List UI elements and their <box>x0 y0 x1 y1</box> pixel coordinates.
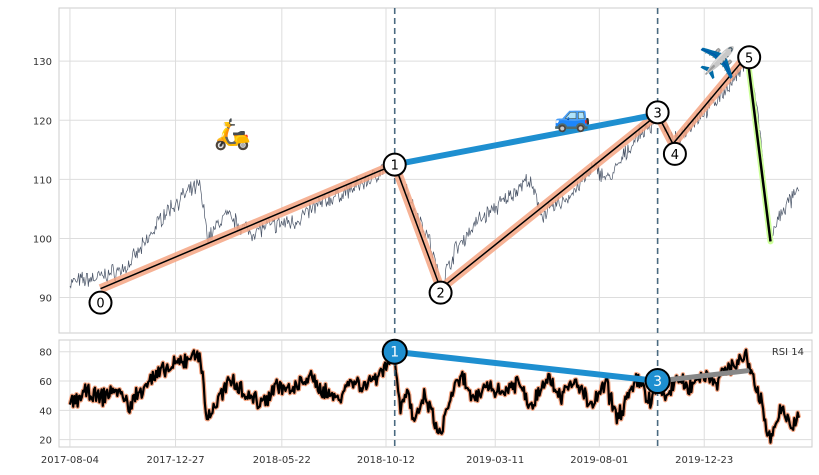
x-tick-label: 2019-08-01 <box>570 455 628 466</box>
price-y-tick: 110 <box>33 175 52 186</box>
rsi-y-tick: 20 <box>39 436 52 447</box>
rsi-marker-label-1: 1 <box>390 345 399 361</box>
wave-label-1: 1 <box>391 159 399 174</box>
trend-line <box>391 111 661 168</box>
rsi-marker-1 <box>381 338 408 365</box>
price-y-tick: 120 <box>33 116 52 127</box>
rsi-marker-3 <box>644 368 671 395</box>
x-tick-label: 2017-08-04 <box>41 455 99 466</box>
x-tick-label: 2018-10-12 <box>357 455 415 466</box>
rsi-y-tick: 80 <box>39 348 52 359</box>
wave-marker-1 <box>382 152 407 177</box>
rsi-line <box>68 348 800 444</box>
rsi-y-tick: 60 <box>39 377 52 388</box>
wave-line <box>100 54 748 290</box>
rsi-gray-line <box>655 368 750 384</box>
scooter-icon: 🛵 <box>214 117 251 152</box>
rsi-marker-label-3: 3 <box>653 374 662 390</box>
wave-label-2: 2 <box>436 287 444 302</box>
x-tick-label: 2019-12-23 <box>675 455 733 466</box>
rsi-legend: RSI 14 <box>772 347 804 358</box>
wave-label-4: 4 <box>671 148 679 163</box>
x-tick-label: 2018-05-22 <box>253 455 311 466</box>
price-y-tick: 90 <box>39 294 52 305</box>
x-tick-label: 2017-12-27 <box>146 455 204 466</box>
wave-marker-4 <box>662 141 687 166</box>
x-tick-label: 2019-03-11 <box>466 455 524 466</box>
car-icon: 🚙 <box>554 99 591 134</box>
wave-marker-2 <box>428 280 453 305</box>
airplane-icon: ✈️ <box>699 44 736 81</box>
wave-label-3: 3 <box>653 106 661 121</box>
crash-line <box>745 55 772 242</box>
rsi-panel: 20 40 60 80 1 3 RSI 14 <box>39 338 813 448</box>
price-panel: 90 100 110 120 130 🛵 🚙 ✈️ 0 1 2 3 4 5 <box>33 7 813 334</box>
x-axis: 2017-08-04 2017-12-27 2018-05-22 2018-10-12… <box>41 455 733 466</box>
rsi-y-tick: 40 <box>39 406 52 417</box>
wave-label-5: 5 <box>745 51 753 66</box>
wave-label-0: 0 <box>96 297 104 312</box>
price-y-tick: 130 <box>33 57 52 68</box>
price-y-tick: 100 <box>33 234 52 245</box>
wave-marker-3 <box>645 100 670 125</box>
wave-marker-0 <box>88 290 113 315</box>
rsi-divergence-line <box>391 348 661 385</box>
wave-marker-5 <box>737 45 762 70</box>
